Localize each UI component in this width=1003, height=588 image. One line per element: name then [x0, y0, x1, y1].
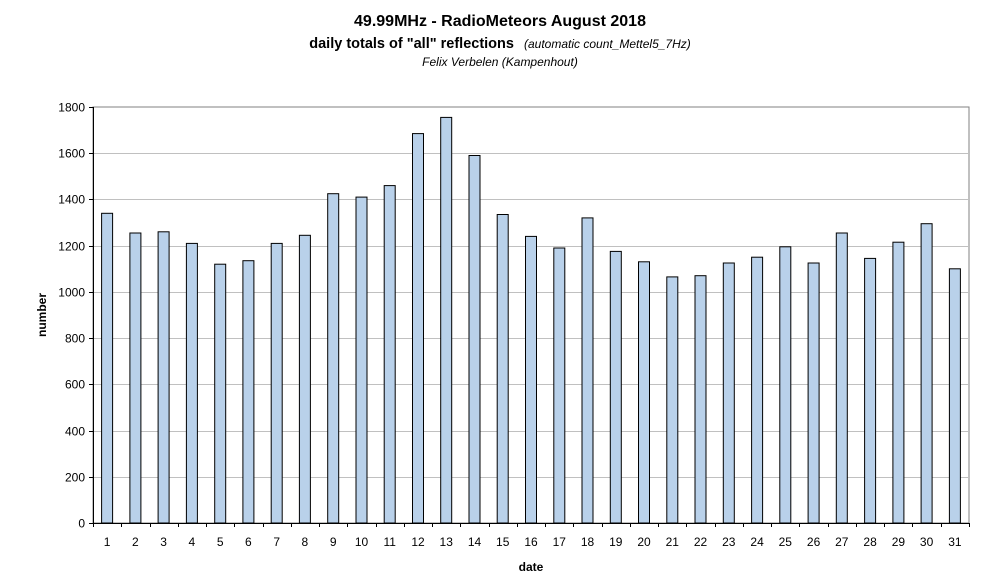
x-tick-label: 31 [948, 535, 962, 549]
bar [779, 246, 792, 524]
bar [157, 231, 170, 524]
x-tick-label: 13 [440, 535, 454, 549]
y-tick-label: 600 [65, 378, 85, 392]
x-axis-title: date [519, 560, 544, 574]
bar [751, 256, 764, 524]
bar [496, 214, 509, 524]
bar [214, 263, 227, 524]
bar [694, 275, 707, 524]
y-tick-label: 1000 [58, 286, 85, 300]
bar [581, 217, 594, 524]
bar [835, 232, 848, 524]
bar [948, 268, 961, 524]
chart-subtitle: daily totals of "all" reflections (autom… [309, 36, 691, 52]
bar [270, 242, 283, 524]
bar [101, 212, 114, 524]
x-tick-label: 15 [496, 535, 510, 549]
x-tick-label: 16 [524, 535, 538, 549]
x-tick-label: 12 [411, 535, 425, 549]
x-tick-label: 14 [468, 535, 482, 549]
x-tick-label: 5 [217, 535, 224, 549]
bar [355, 196, 368, 524]
bar [327, 193, 340, 524]
bar [468, 155, 481, 524]
x-tick-label: 1 [104, 535, 111, 549]
bar [666, 276, 679, 524]
chart-author: Felix Verbelen (Kampenhout) [422, 55, 578, 69]
x-tick-label: 19 [609, 535, 623, 549]
bar [553, 247, 566, 524]
bar [609, 250, 622, 524]
y-tick-label: 1600 [58, 147, 85, 161]
y-tick-label: 1800 [58, 101, 85, 115]
bar [525, 235, 537, 524]
x-tick-label: 27 [835, 535, 849, 549]
x-tick-label: 22 [694, 535, 708, 549]
x-tick-label: 21 [666, 535, 680, 549]
y-axis-title: number [35, 293, 49, 337]
x-tick-label: 20 [637, 535, 651, 549]
x-tick-label: 23 [722, 535, 736, 549]
bar [383, 185, 396, 524]
y-tick-label: 1400 [58, 193, 85, 207]
x-tick-label: 28 [863, 535, 877, 549]
bar [864, 257, 877, 524]
chart-subtitle-main: daily totals of "all" reflections [309, 36, 514, 52]
x-tick-label: 18 [581, 535, 595, 549]
bar [920, 223, 933, 524]
x-tick-label: 11 [383, 535, 396, 549]
bar [242, 260, 255, 524]
x-tick-label: 17 [553, 535, 567, 549]
x-tick-label: 2 [132, 535, 139, 549]
y-axis-ticks: 0 200 400 600 800 1000 1200 1400 1600 1800 [58, 101, 94, 531]
y-tick-label: 0 [78, 517, 85, 531]
bar [298, 234, 311, 524]
y-tick-label: 200 [65, 471, 85, 485]
bar [807, 262, 820, 524]
bar [185, 242, 198, 524]
x-tick-label: 6 [245, 535, 252, 549]
x-tick-label: 10 [355, 535, 369, 549]
x-tick-label: 4 [189, 535, 196, 549]
chart-subtitle-note: (automatic count_Mettel5_7Hz) [524, 37, 691, 51]
bar [638, 261, 650, 524]
x-tick-label: 8 [302, 535, 309, 549]
x-tick-label: 29 [892, 535, 906, 549]
y-tick-label: 800 [65, 332, 85, 346]
x-axis-ticks: 1 2 3 4 5 6 7 8 9 10 11 12 13 14 15 16 17 18 19 20 21 22 23 24 2… [93, 523, 970, 549]
x-tick-label: 26 [807, 535, 821, 549]
y-tick-label: 400 [65, 425, 85, 439]
bars [101, 116, 961, 524]
bar [440, 116, 453, 524]
x-tick-label: 9 [330, 535, 337, 549]
bar [892, 241, 905, 524]
chart-title: 49.99MHz - RadioMeteors August 2018 [354, 13, 646, 30]
x-tick-label: 30 [920, 535, 934, 549]
bar [129, 232, 142, 524]
x-tick-label: 7 [273, 535, 280, 549]
x-tick-label: 24 [750, 535, 764, 549]
bar [722, 262, 735, 524]
bar [412, 133, 424, 524]
y-tick-label: 1200 [58, 240, 85, 254]
x-tick-label: 3 [160, 535, 167, 549]
x-tick-label: 25 [779, 535, 793, 549]
